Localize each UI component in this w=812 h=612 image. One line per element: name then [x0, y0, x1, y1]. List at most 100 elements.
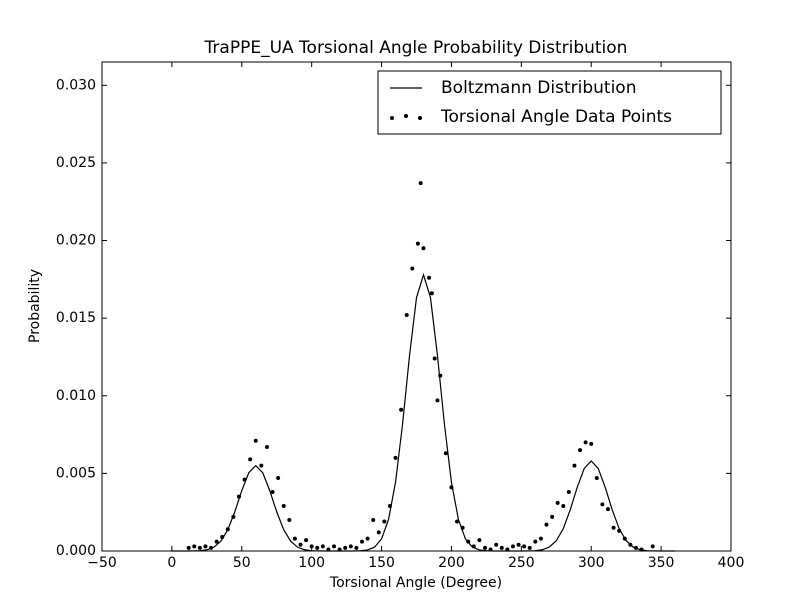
data-point [281, 503, 286, 508]
x-tick-label: 0 [167, 555, 176, 571]
y-tick-label: 0.005 [56, 465, 96, 481]
data-point [387, 503, 392, 508]
data-point [505, 547, 510, 552]
data-point [382, 519, 387, 524]
data-point [354, 545, 359, 550]
data-point [494, 542, 499, 547]
x-axis-label: Torsional Angle (Degree) [329, 575, 502, 591]
data-point [337, 547, 342, 552]
data-point [429, 291, 434, 296]
data-point [197, 545, 202, 550]
data-point [633, 545, 638, 550]
data-point [443, 451, 448, 456]
x-tick-label: 300 [578, 555, 605, 571]
x-tick-label: −50 [87, 555, 117, 571]
data-point [371, 517, 376, 522]
x-tick-label: 100 [298, 555, 325, 571]
data-point [231, 514, 236, 519]
legend-text: Torsional Angle Data Points [440, 107, 672, 127]
data-point [435, 398, 440, 403]
data-point [415, 241, 420, 246]
data-point [438, 373, 443, 378]
data-point [393, 455, 398, 460]
data-point [522, 544, 527, 549]
data-point [499, 545, 504, 550]
data-point [510, 544, 515, 549]
y-tick-label: 0.010 [56, 388, 96, 404]
data-point [466, 539, 471, 544]
data-point [304, 538, 309, 543]
data-point [332, 544, 337, 549]
data-point [320, 544, 325, 549]
data-point [555, 500, 560, 505]
data-point [186, 545, 191, 550]
x-tick-label: 250 [508, 555, 535, 571]
y-tick-label: 0.030 [56, 77, 96, 93]
data-point [482, 545, 487, 550]
plot-frame [101, 61, 732, 552]
data-point [399, 407, 404, 412]
legend-box [377, 70, 722, 135]
data-point [209, 545, 214, 550]
data-point [617, 528, 622, 533]
data-point [460, 525, 465, 530]
data-point [348, 544, 353, 549]
data-point [449, 485, 454, 490]
data-point [578, 448, 583, 453]
data-point [418, 181, 423, 186]
y-tick-label: 0.000 [56, 543, 96, 559]
data-point [253, 438, 258, 443]
data-point [292, 536, 297, 541]
data-point [605, 507, 610, 512]
x-tick-label: 400 [718, 555, 745, 571]
data-point [594, 476, 599, 481]
data-point [287, 517, 292, 522]
data-point [214, 539, 219, 544]
data-point [427, 275, 432, 280]
data-point [421, 246, 426, 251]
y-tick-label: 0.020 [56, 233, 96, 249]
data-point [432, 356, 437, 361]
data-point [276, 476, 281, 481]
curve [171, 272, 676, 552]
data-point [561, 503, 566, 508]
x-tick-label: 200 [438, 555, 465, 571]
legend-marker [390, 116, 394, 120]
x-tick-label: 150 [368, 555, 395, 571]
data-point [359, 539, 364, 544]
data-point [516, 542, 521, 547]
data-point [225, 527, 230, 532]
data-point [343, 545, 348, 550]
data-point [550, 514, 555, 519]
x-tick-label: 50 [233, 555, 251, 571]
y-axis-label: Probability [27, 269, 43, 343]
data-point [309, 544, 314, 549]
data-point [527, 545, 532, 550]
x-tick-label: 350 [648, 555, 675, 571]
data-point [192, 544, 197, 549]
data-point [236, 494, 241, 499]
y-tick-label: 0.025 [56, 155, 96, 171]
data-point [488, 547, 493, 552]
data-point [583, 440, 588, 445]
data-point [566, 490, 571, 495]
data-point [259, 463, 264, 468]
legend-marker [404, 114, 408, 118]
y-tick-label: 0.015 [56, 310, 96, 326]
data-point [471, 544, 476, 549]
data-point [242, 477, 247, 482]
data-point [650, 544, 655, 549]
data-point [410, 266, 415, 271]
data-point [628, 542, 633, 547]
data-point [298, 542, 303, 547]
data-point [622, 536, 627, 541]
data-point [572, 463, 577, 468]
data-point [611, 525, 616, 530]
legend-text: Boltzmann Distribution [441, 78, 636, 98]
data-point [455, 519, 460, 524]
data-point [365, 536, 370, 541]
chart-title: TraPPE_UA Torsional Angle Probability Di… [204, 38, 628, 58]
data-point [538, 536, 543, 541]
data-point [376, 530, 381, 535]
